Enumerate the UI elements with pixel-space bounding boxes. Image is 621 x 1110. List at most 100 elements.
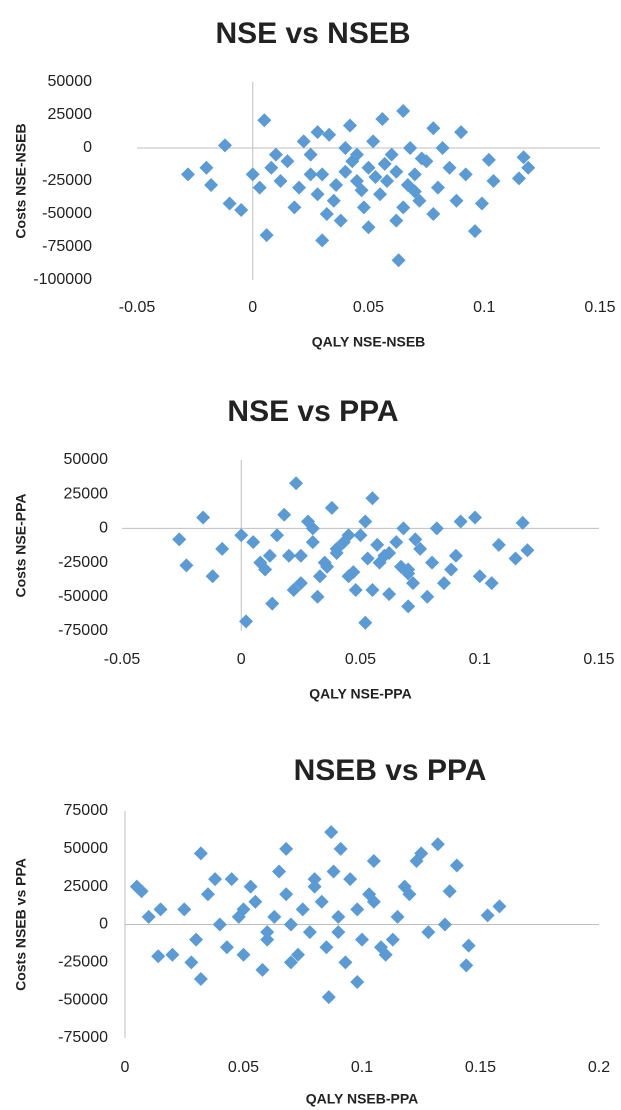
scatter-point xyxy=(255,962,270,977)
scatter-point xyxy=(391,253,406,268)
scatter-point xyxy=(289,476,304,491)
scatter-point xyxy=(491,537,506,552)
scatter-point xyxy=(234,203,249,218)
scatter-point xyxy=(396,521,411,536)
scatter-point xyxy=(301,514,316,529)
scatter-point xyxy=(354,183,369,198)
y-axis-label: Costs NSE-NSEB xyxy=(13,123,29,238)
scatter-point xyxy=(177,902,192,917)
scatter-point xyxy=(260,925,275,940)
scatter-point xyxy=(382,587,397,602)
scatter-point xyxy=(324,500,339,515)
scatter-point xyxy=(484,576,499,591)
scatter-point xyxy=(437,917,452,932)
y-tick-label: 75000 xyxy=(64,802,109,819)
scatter-point xyxy=(508,551,523,566)
y-tick-label: -25000 xyxy=(58,554,108,571)
y-tick-label: 0 xyxy=(83,139,92,156)
scatter-point xyxy=(375,111,390,126)
scatter-point xyxy=(283,917,298,932)
scatter-point xyxy=(189,932,204,947)
scatter-point xyxy=(472,569,487,584)
scatter-point xyxy=(222,196,237,211)
scatter-point xyxy=(326,193,341,208)
scatter-point xyxy=(204,177,219,192)
scatter-point xyxy=(200,887,215,902)
scatter-point xyxy=(516,150,531,165)
scatter-point xyxy=(287,200,302,215)
scatter-point xyxy=(270,528,285,543)
x-tick-label: 0.05 xyxy=(353,299,384,316)
scatter-point xyxy=(372,555,387,570)
scatter-point xyxy=(408,532,423,547)
x-tick-label: 0.15 xyxy=(465,1059,496,1076)
scatter-point xyxy=(397,879,412,894)
scatter-point xyxy=(429,521,444,536)
scatter-point xyxy=(515,515,530,530)
y-tick-label: 0 xyxy=(99,916,108,933)
x-axis-label: QALY NSEB-PPA xyxy=(306,1091,419,1107)
scatter-point xyxy=(224,872,239,887)
scatter-point xyxy=(350,975,365,990)
scatter-point xyxy=(165,947,180,962)
x-tick-label: 0.1 xyxy=(469,651,491,668)
scatter-point xyxy=(324,825,339,840)
scatter-point xyxy=(355,932,369,947)
scatter-point xyxy=(407,184,422,199)
scatter-point xyxy=(217,138,232,153)
scatter-point xyxy=(382,546,397,561)
chart-title: NSE vs PPA xyxy=(227,395,398,428)
scatter-point xyxy=(401,599,416,614)
scatter-point xyxy=(365,582,380,597)
scatter-point xyxy=(520,543,535,558)
scatter-point xyxy=(366,134,381,149)
y-tick-label: -50000 xyxy=(58,588,108,605)
scatter-point xyxy=(521,160,536,175)
scatter-point xyxy=(302,925,317,940)
scatter-point xyxy=(409,853,424,868)
scatter-point xyxy=(442,884,457,899)
x-axis-label: QALY NSE-NSEB xyxy=(312,334,426,350)
scatter-point xyxy=(315,233,330,248)
scatter-point xyxy=(286,582,301,597)
scatter-point xyxy=(196,510,211,525)
scatter-point xyxy=(310,187,325,202)
scatter-point xyxy=(390,909,405,924)
scatter-point xyxy=(426,207,441,221)
scatter-point xyxy=(389,213,404,228)
y-tick-label: -100000 xyxy=(33,271,92,288)
scatter-point xyxy=(341,528,356,543)
x-tick-label: 0 xyxy=(121,1059,130,1076)
scatter-point xyxy=(373,187,388,202)
scatter-point xyxy=(430,837,445,852)
scatter-point xyxy=(405,576,420,591)
scatter-point xyxy=(358,514,373,529)
x-tick-label: 0 xyxy=(248,299,257,316)
scatter-point xyxy=(151,949,166,964)
scatter-point xyxy=(252,180,267,195)
x-tick-label: 0 xyxy=(237,651,246,668)
scatter-point xyxy=(257,113,272,128)
scatter-point xyxy=(245,167,260,182)
scatter-point xyxy=(361,220,376,235)
y-tick-label: -75000 xyxy=(58,1029,108,1046)
scatter-point xyxy=(215,541,230,556)
scatter-point xyxy=(319,207,334,221)
y-tick-label: -50000 xyxy=(58,991,108,1008)
scatter-point xyxy=(141,909,156,924)
scatter-point xyxy=(283,955,298,970)
scatter-point xyxy=(262,548,277,563)
scatter-point xyxy=(253,555,268,570)
scatter-point xyxy=(268,147,283,162)
scatter-point xyxy=(277,507,292,522)
scatter-point xyxy=(333,841,348,856)
y-tick-label: 25000 xyxy=(48,106,93,123)
x-tick-label: 0.1 xyxy=(351,1059,373,1076)
scatter-point xyxy=(385,932,400,947)
scatter-point xyxy=(461,938,476,953)
scatter-point xyxy=(234,528,249,543)
scatter-point xyxy=(384,147,399,162)
y-tick-label: 50000 xyxy=(48,73,93,90)
scatter-point xyxy=(267,909,282,924)
